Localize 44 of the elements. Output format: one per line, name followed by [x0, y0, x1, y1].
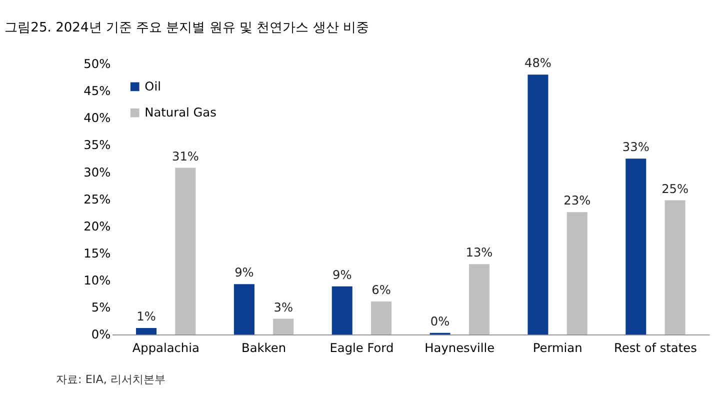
x-tick-label: Permian: [532, 340, 582, 355]
x-tick-label: Appalachia: [132, 340, 200, 355]
y-tick-label: 5%: [91, 300, 111, 315]
y-tick-label: 40%: [84, 111, 111, 126]
y-tick-label: 25%: [84, 192, 111, 206]
data-label: 48%: [524, 56, 552, 70]
data-label: 33%: [622, 140, 650, 154]
data-label: 25%: [662, 182, 689, 196]
legend-label: Natural Gas: [144, 106, 216, 120]
bar: [664, 200, 686, 334]
data-label: 23%: [564, 194, 591, 208]
bar: [468, 264, 490, 334]
chart-title: 그림25. 2024년 기준 주요 분지별 원유 및 천연가스 생산 비중: [4, 20, 369, 36]
legend-label: Oil: [144, 79, 161, 94]
data-label: 9%: [234, 266, 254, 280]
y-tick-label: 35%: [84, 138, 111, 152]
data-label: 3%: [274, 300, 293, 314]
x-tick-label: Haynesville: [424, 340, 495, 355]
bar: [332, 286, 352, 334]
bar: [175, 168, 196, 334]
data-label: 13%: [466, 246, 493, 260]
bar: [136, 328, 157, 334]
data-label: 9%: [332, 268, 352, 282]
data-label: 1%: [136, 310, 156, 324]
bar: [234, 284, 254, 334]
data-label: 6%: [372, 283, 391, 298]
y-tick-label: 20%: [84, 219, 111, 234]
data-label: 0%: [430, 314, 450, 328]
x-tick-label: Bakken: [242, 340, 286, 355]
text: 자료: EIA, 리서치본부: [56, 373, 166, 386]
y-tick-label: 30%: [84, 165, 111, 180]
y-tick-label: 45%: [84, 84, 111, 98]
x-tick-label: Eagle Ford: [330, 340, 394, 355]
bar: [273, 318, 294, 334]
bar: [528, 74, 548, 334]
bar: [566, 212, 588, 334]
y-tick-label: 15%: [84, 246, 111, 260]
data-label: 31%: [172, 149, 199, 164]
x-tick-label: Rest of states: [614, 340, 697, 355]
bar: [626, 158, 646, 334]
bar: [371, 301, 392, 334]
y-tick-label: 10%: [84, 274, 111, 288]
y-tick-label: 0%: [91, 328, 111, 342]
y-tick-label: 50%: [84, 57, 111, 72]
